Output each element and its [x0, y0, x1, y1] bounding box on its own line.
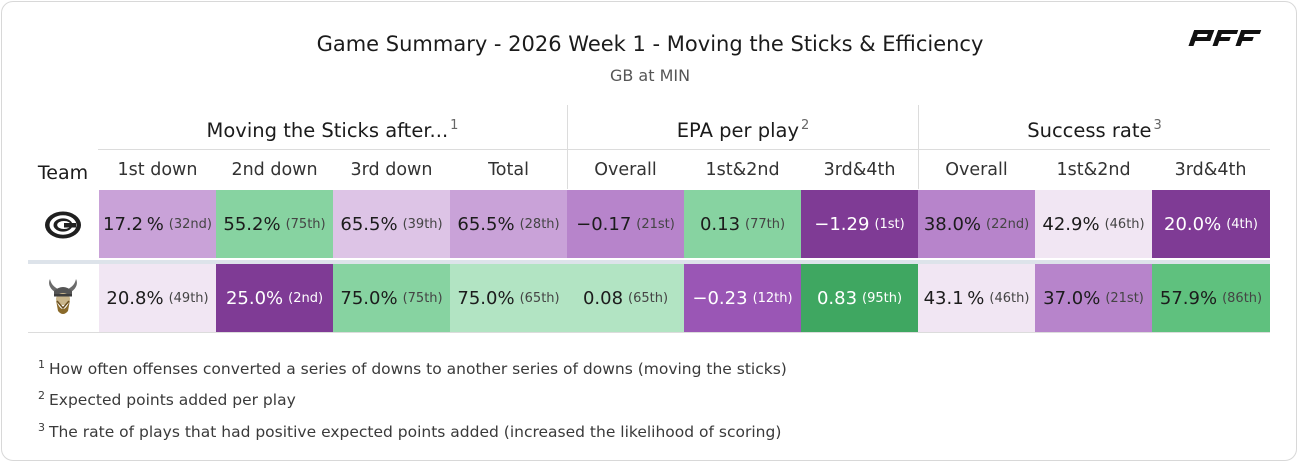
row-divider	[28, 260, 1270, 264]
stat-value: 42.9%	[1042, 213, 1100, 235]
stat-cell: 17.2 % (32nd)	[99, 190, 216, 258]
stat-value: 57.9%	[1159, 287, 1218, 309]
group-divider	[567, 105, 568, 189]
stat-cell: −0.17 (21st)	[567, 190, 684, 258]
stat-cell: 20.0% (4th)	[1152, 190, 1270, 258]
stat-value: 0.08	[582, 287, 624, 309]
stat-value: 37.0%	[1043, 287, 1101, 309]
stat-cell: 0.08 (65th)	[567, 264, 684, 332]
stat-cell: 55.2% (75th)	[216, 190, 333, 258]
stat-value: 0.13	[699, 213, 741, 235]
stat-value: 17.2 %	[103, 213, 164, 235]
stat-cell: 43.1 % (46th)	[918, 264, 1035, 332]
stat-rank: (46th)	[1104, 216, 1145, 232]
stat-cell: 65.5% (39th)	[333, 190, 450, 258]
stat-value: 0.83	[816, 287, 858, 309]
stat-value: 75.0%	[457, 287, 515, 309]
column-header: 1st&2nd	[705, 160, 780, 180]
stat-value: 75.0%	[340, 287, 398, 309]
column-header: Total	[488, 160, 529, 180]
stat-cell: 65.5% (28th)	[450, 190, 567, 258]
stat-rank: (28th)	[519, 216, 560, 232]
stat-cell: 57.9% (86th)	[1152, 264, 1270, 332]
stat-value: 65.5%	[340, 213, 398, 235]
column-header: 3rd down	[350, 160, 433, 180]
footnote: 2 Expected points added per play	[38, 389, 296, 409]
stat-rank: (75th)	[285, 216, 326, 232]
stat-rank: (65th)	[628, 290, 669, 306]
column-header: 3rd&4th	[823, 160, 896, 180]
footnote: 3 The rate of plays that had positive exp…	[38, 421, 782, 441]
group-underline	[98, 149, 1270, 150]
stat-rank: (95th)	[862, 290, 903, 306]
stat-value: 43.1 %	[923, 287, 985, 309]
group-header-epa: EPA per play 2	[676, 118, 810, 142]
stat-rank: (4th)	[1226, 216, 1258, 232]
group-divider	[918, 105, 919, 189]
stat-rank: (21st)	[1105, 290, 1144, 306]
stat-value: 20.0%	[1164, 213, 1222, 235]
stat-cell: 0.83 (95th)	[801, 264, 918, 332]
table-bottom-border	[28, 332, 1270, 333]
stat-rank: (75th)	[402, 290, 443, 306]
vikings-logo-icon	[49, 279, 77, 314]
column-header: 1st down	[117, 160, 198, 180]
stat-cell: −1.29 (1st)	[801, 190, 918, 258]
stat-rank: (77th)	[745, 216, 786, 232]
column-header: 3rd&4th	[1174, 160, 1247, 180]
stat-cell: −0.23 (12th)	[684, 264, 801, 332]
stat-rank: (65th)	[519, 290, 560, 306]
stat-value: −0.17	[576, 213, 632, 235]
stat-cell: 38.0% (22nd)	[918, 190, 1035, 258]
pff-logo	[1188, 30, 1262, 46]
stat-cell: 37.0% (21st)	[1035, 264, 1152, 332]
column-header: 1st&2nd	[1056, 160, 1131, 180]
stat-rank: (12th)	[752, 290, 793, 306]
matchup-subtitle: GB at MIN	[609, 66, 691, 85]
stat-value: 65.5%	[457, 213, 515, 235]
stat-rank: (46th)	[989, 290, 1030, 306]
stat-cell: 25.0% (2nd)	[216, 264, 333, 332]
packers-logo-icon	[45, 211, 81, 239]
stat-value: 25.0%	[225, 287, 284, 309]
stat-rank: (39th)	[402, 216, 443, 232]
column-header: Overall	[594, 160, 657, 180]
team-logo-cell	[28, 191, 98, 259]
stat-rank: (32nd)	[168, 216, 212, 232]
stat-cell: 0.13 (77th)	[684, 190, 801, 258]
column-header: 2nd down	[231, 160, 318, 180]
column-header: Overall	[945, 160, 1008, 180]
column-header-team: Team	[37, 162, 89, 184]
stat-rank: (22nd)	[986, 216, 1030, 232]
page-title: Game Summary - 2026 Week 1 - Moving the …	[316, 32, 984, 56]
team-logo-cell	[28, 264, 98, 332]
stat-rank: (86th)	[1222, 290, 1263, 306]
footnote: 1 How often offenses converted a series o…	[38, 358, 787, 378]
stat-rank: (2nd)	[288, 290, 324, 306]
stat-rank: (49th)	[168, 290, 209, 306]
stat-value: 38.0%	[923, 213, 981, 235]
stat-rank: (1st)	[874, 216, 905, 232]
stat-value: 20.8%	[106, 287, 164, 309]
stat-value: 55.2%	[223, 213, 281, 235]
stat-value: −1.29	[814, 213, 870, 235]
stat-cell: 75.0% (75th)	[333, 264, 450, 332]
group-header-success-rate: Success rate 3	[1027, 118, 1162, 142]
stat-rank: (21st)	[636, 216, 675, 232]
group-header-moving-sticks: Moving the Sticks after... 1	[206, 118, 459, 142]
stat-cell: 75.0% (65th)	[450, 264, 567, 332]
stat-cell: 42.9% (46th)	[1035, 190, 1152, 258]
stat-cell: 20.8% (49th)	[99, 264, 216, 332]
stat-value: −0.23	[692, 287, 748, 309]
